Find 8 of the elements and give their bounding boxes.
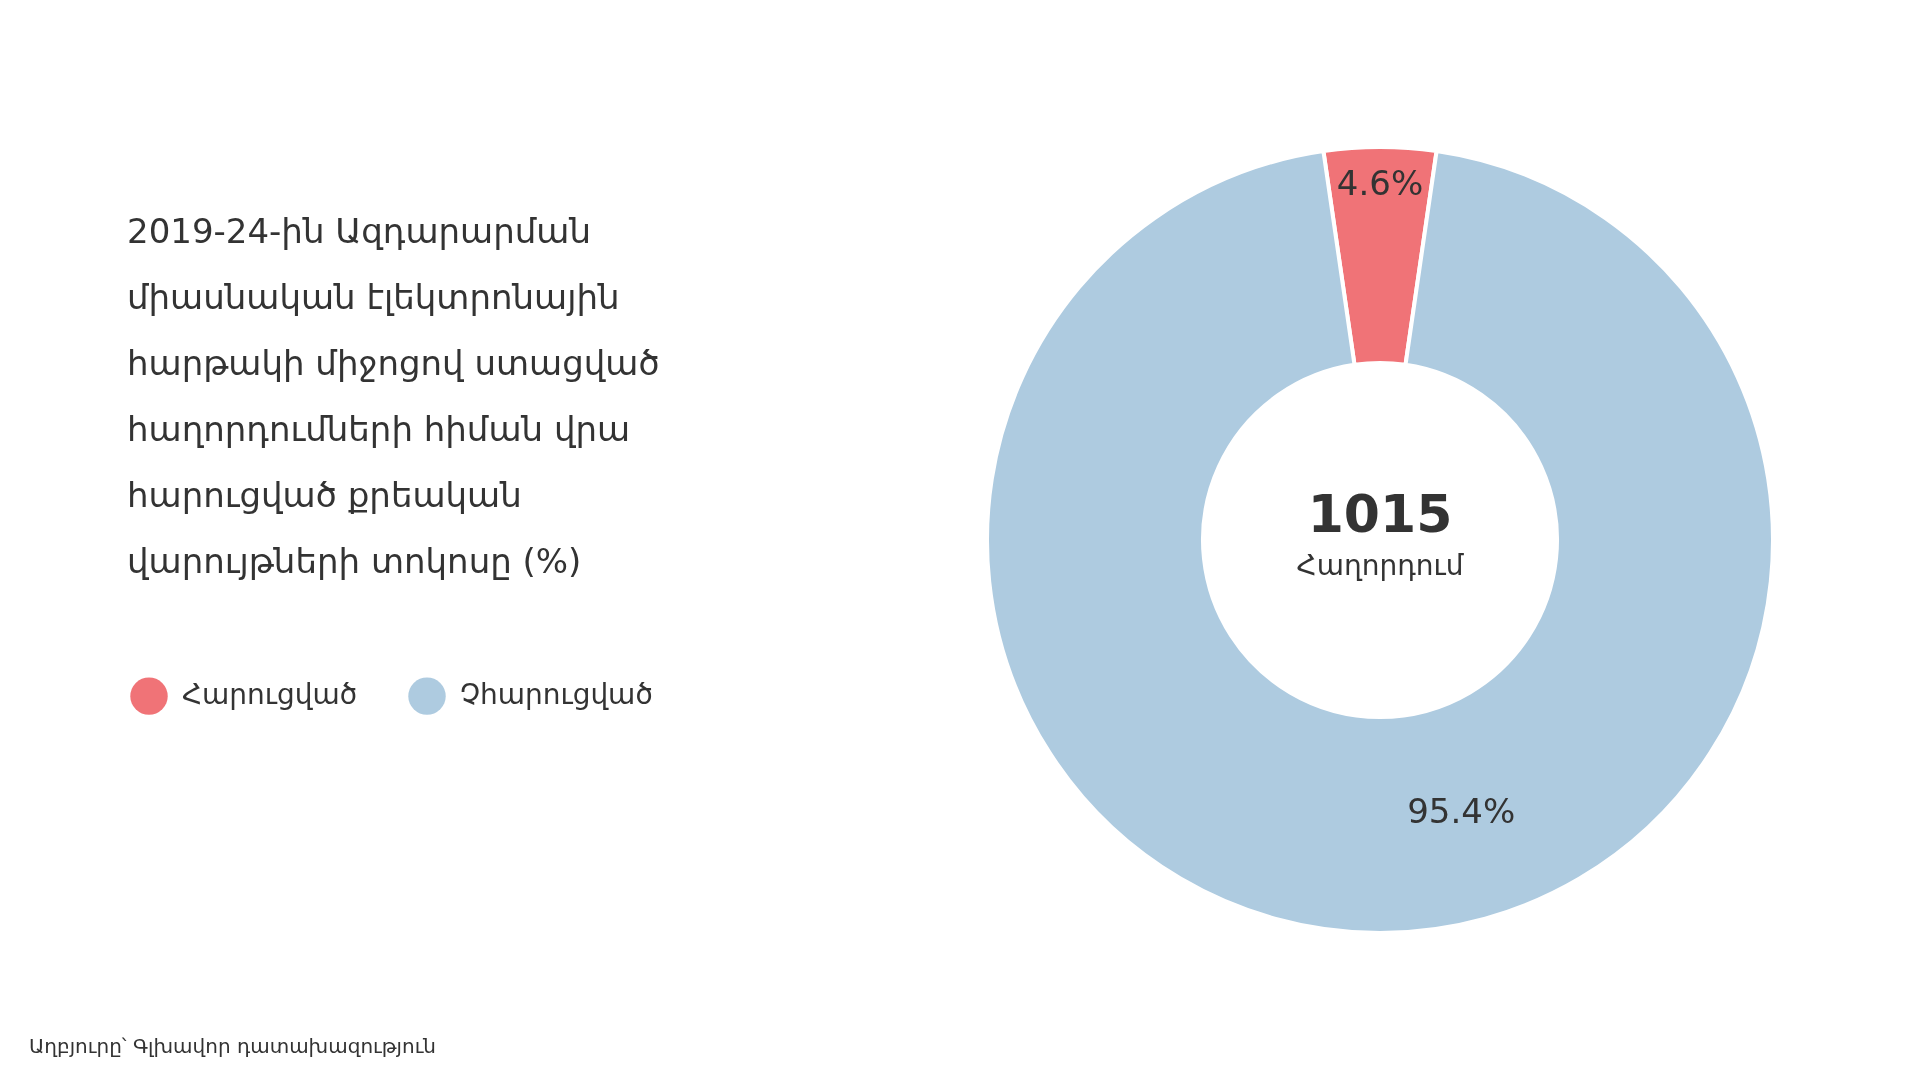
data-label: 95.4% [1407, 791, 1516, 832]
text: 2019-24-ին Ազդարարման միասնական էլեկտրոնային հարթակի միջոցով ստացված հաղորդումների հիման վրա հարուցված քրեական վարույթների տոկոսը (%) [127, 211, 660, 581]
data-label: 4.6% [1336, 163, 1424, 203]
legend-label: Չհարուցված [460, 678, 653, 712]
text: 1015 [1307, 484, 1453, 544]
text: Հաղորդում [1296, 549, 1465, 582]
text: Աղբյուրը՝ Գլխավոր դատախազություն [29, 1034, 436, 1058]
legend-label: Հարուցված [182, 678, 358, 712]
